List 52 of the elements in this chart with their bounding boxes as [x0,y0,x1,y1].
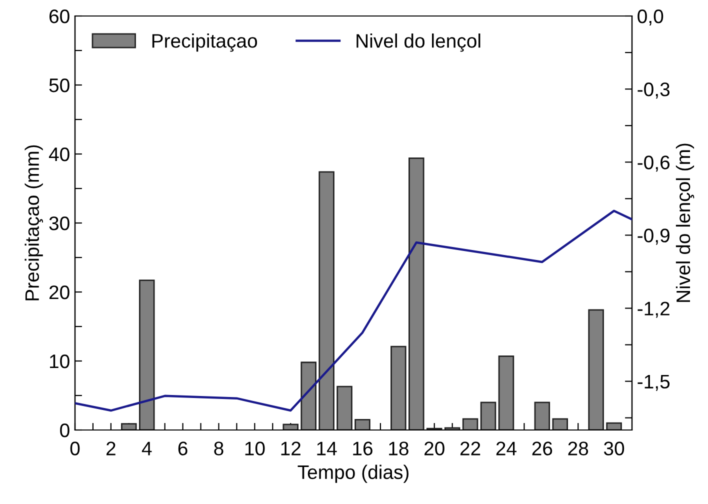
x-tick-label: 20 [424,442,444,456]
y-tick-label: 10 [50,354,70,368]
y-tick-label: 30 [49,216,70,230]
line-series [75,210,632,412]
y2-tick-label: -0,9 [638,228,670,245]
y2-tick-label: -1,5 [638,374,670,391]
bar [354,418,370,430]
bar [121,423,137,430]
x-tick-label: 0 [70,442,80,456]
legend-label: Nivel do lençol [356,34,480,52]
x-tick-label: 4 [142,442,152,456]
bar [534,402,550,430]
x-tick-label: 12 [281,442,300,456]
y2-tick-label: -0,3 [638,82,670,99]
x-axis-title: Tempo (dias) [298,464,408,483]
x-tick-label: 14 [317,442,337,456]
x-tick-label: 6 [178,442,188,456]
y-tick-label: 50 [49,78,70,92]
x-tick-label: 16 [353,442,372,456]
y-axis-title: Precipitaçao (mm) [24,145,43,300]
x-tick-label: 28 [568,442,588,456]
bar [138,280,155,430]
y2-tick-label: -1,2 [638,302,670,318]
x-tick-label: 24 [496,442,516,456]
bar [408,157,424,430]
x-tick-label: 10 [245,442,265,456]
bar [480,402,496,430]
x-tick-label: 22 [460,442,480,456]
y2-axis-title: Nivel do lençol (m) [676,144,694,302]
x-tick-label: 18 [389,442,408,456]
bar [552,418,568,430]
bar [462,418,478,430]
bar [390,346,406,430]
y-tick-label: 60 [50,9,70,24]
y-tick-label: 40 [48,147,70,162]
y2-tick-label: -0,6 [638,156,670,172]
bar [318,171,334,430]
bar [606,422,622,430]
bar [336,386,352,430]
bar [588,309,604,430]
x-tick-label: 2 [106,442,116,456]
bar [498,355,514,430]
y-tick-label: 0 [60,423,70,438]
x-tick-label: 26 [532,442,552,456]
bar [444,427,460,430]
bar [282,424,298,430]
y-tick-label: 20 [49,285,70,300]
x-tick-label: 30 [604,442,624,456]
x-tick-label: 8 [214,442,224,456]
y2-tick-label: 0,0 [638,9,664,26]
bar [300,362,316,430]
legend-label: Precipitaçao [152,34,258,52]
